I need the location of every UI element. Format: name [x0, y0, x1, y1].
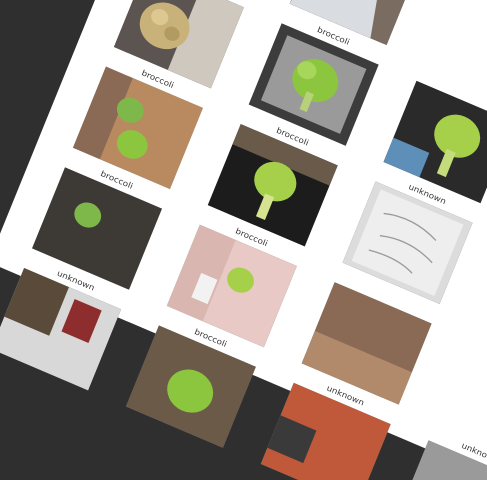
- sample-image-12: [0, 267, 122, 391]
- sample-cell-4: broccoli: [233, 6, 398, 155]
- sample-cell-12: unknown: [0, 250, 140, 399]
- sample-image-11: [301, 282, 432, 405]
- sample-cell-10: broccoli: [151, 207, 316, 356]
- sample-image-15: [395, 440, 487, 480]
- sample-image-8: [342, 181, 473, 304]
- sample-cell-2: [274, 0, 439, 55]
- sample-cell-5: [368, 63, 487, 212]
- sample-image-14: [260, 382, 391, 480]
- sample-image-7: [207, 123, 338, 247]
- sample-image-9: [31, 167, 163, 290]
- sample-cell-8: unknown: [327, 164, 487, 313]
- sample-cell-7: broccoli: [192, 106, 357, 255]
- sample-image-5: [383, 80, 487, 204]
- sample-image-13: [125, 325, 256, 448]
- sample-cell-6: broccoli: [57, 49, 222, 198]
- sample-cell-9: broccoli: [16, 150, 181, 299]
- sample-image-3: [113, 0, 244, 89]
- sample-image-2: [289, 0, 420, 46]
- sample-cell-15: unknown: [380, 423, 487, 480]
- sample-image-6: [72, 66, 203, 190]
- sample-cell-14: unknown: [245, 365, 410, 480]
- sample-image-10: [166, 224, 297, 348]
- sample-image-4: [248, 23, 379, 146]
- sample-cell-11: [286, 265, 451, 414]
- sample-cell-13: broccoli: [110, 308, 275, 457]
- sample-cell-3: cauliflower: [98, 0, 263, 98]
